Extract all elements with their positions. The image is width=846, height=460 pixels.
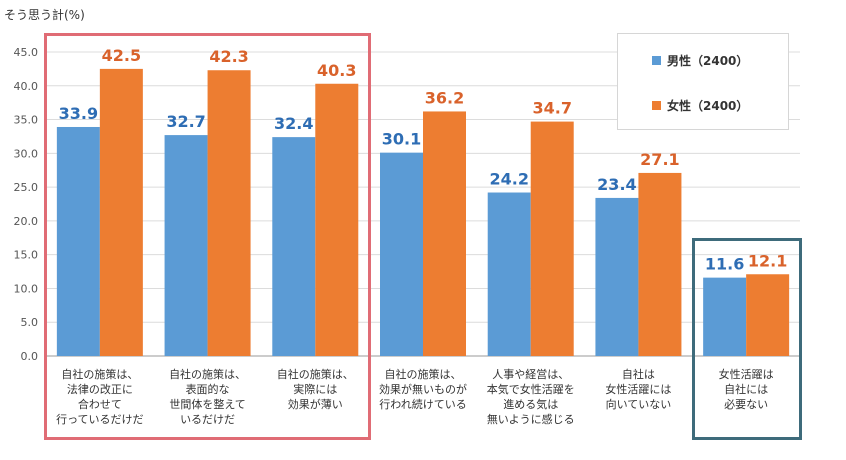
bar-male — [56, 126, 100, 356]
bar-female — [99, 68, 143, 356]
legend-item-female: 女性（2400） — [652, 97, 748, 114]
y-tick-label: 35.0 — [14, 114, 39, 127]
y-tick-label: 40.0 — [14, 80, 39, 93]
y-tick-label: 15.0 — [14, 249, 39, 262]
x-category-label: 自社の施策は、 法律の改正に 合わせて 行っているだけだ — [56, 368, 144, 426]
bar-female — [315, 83, 359, 357]
x-category-label: 自社の施策は、 効果が無いものが 行われ続けている — [379, 368, 467, 411]
x-category-label: 自社の施策は、 表面的な 世間体を整えて いるだけだ — [169, 368, 247, 426]
x-category-label: 自社の施策は、 実際には 効果が薄い — [276, 368, 354, 411]
data-label-female: 12.1 — [748, 251, 787, 270]
x-category-label: 女性活躍は 自社には 必要ない — [718, 368, 774, 411]
data-label-female: 42.3 — [209, 47, 248, 66]
y-tick-label: 5.0 — [21, 316, 39, 329]
bar-male — [164, 135, 208, 356]
data-label-male: 33.9 — [59, 104, 98, 123]
bar-male — [380, 152, 423, 356]
y-tick-label: 30.0 — [14, 147, 39, 160]
data-label-female: 27.1 — [640, 150, 679, 169]
bar-male — [595, 197, 639, 356]
bar-female — [423, 111, 466, 357]
data-label-female: 42.5 — [102, 46, 141, 65]
data-label-male: 11.6 — [705, 255, 744, 274]
y-tick-label: 0.0 — [21, 350, 39, 363]
data-label-female: 36.2 — [425, 88, 464, 107]
data-label-male: 23.4 — [597, 175, 636, 194]
data-labels: 33.9 42.5 32.7 42.3 32.4 40.3 30.1 36.2 24.2 34.7… — [59, 46, 788, 274]
x-category-label: 人事や経営は、 本気で女性活躍を 進める気は 無いように感じる — [486, 368, 575, 426]
data-label-female: 34.7 — [532, 99, 571, 118]
data-label-male: 32.4 — [274, 114, 313, 133]
bar-female — [530, 121, 574, 357]
legend-swatch-female — [652, 101, 661, 110]
bar-male — [272, 137, 316, 356]
legend-swatch-male — [652, 56, 661, 65]
y-tick-label: 25.0 — [14, 181, 39, 194]
legend-label-female: 女性（2400） — [667, 99, 749, 113]
data-label-female: 40.3 — [317, 61, 356, 80]
legend-item-male: 男性（2400） — [652, 52, 748, 69]
data-label-male: 30.1 — [382, 130, 421, 149]
bar-female — [638, 172, 682, 356]
y-tick-label: 10.0 — [14, 282, 39, 295]
y-unit-title: そう思う計(%) — [4, 8, 85, 22]
data-label-male: 24.2 — [489, 170, 528, 189]
highlight-box-teal — [692, 238, 802, 440]
bar-female — [746, 274, 790, 356]
highlight-box-red — [44, 33, 371, 440]
y-tick-labels: 0.0 5.0 10.0 15.0 20.0 25.0 30.0 35.0 40.0 45.0 — [14, 46, 39, 363]
legend-label-male: 男性（2400） — [667, 54, 749, 68]
data-label-male: 32.7 — [166, 112, 205, 131]
x-category-label: 自社は 女性活躍には 向いていない — [605, 368, 672, 411]
y-tick-label: 45.0 — [14, 46, 39, 59]
y-tick-label: 20.0 — [14, 215, 39, 228]
legend: 男性（2400） 女性（2400） — [617, 33, 789, 130]
bar-male — [487, 192, 531, 356]
bar-female — [207, 70, 251, 357]
bar-male — [703, 277, 747, 356]
bars — [56, 68, 790, 357]
